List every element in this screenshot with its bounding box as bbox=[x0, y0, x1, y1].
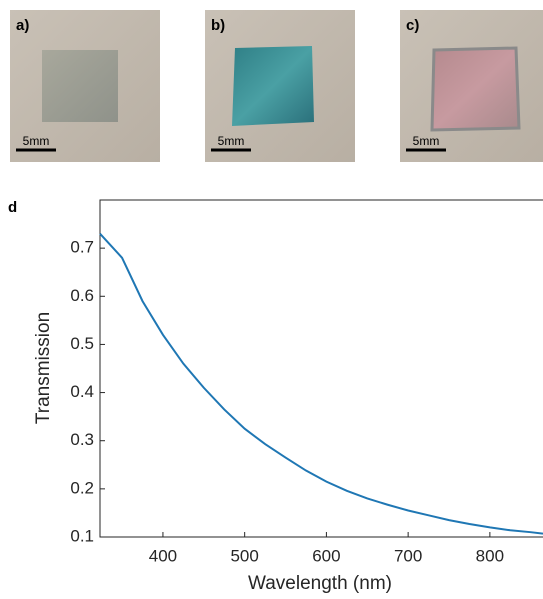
x-tick-label: 800 bbox=[476, 546, 504, 565]
y-tick-label: 0.3 bbox=[70, 430, 94, 449]
x-tick-label: 400 bbox=[149, 546, 177, 565]
y-tick-label: 0.2 bbox=[70, 478, 94, 497]
scale-label: 5mm bbox=[218, 134, 245, 148]
y-tick-label: 0.5 bbox=[70, 334, 94, 353]
panel-label: a) bbox=[16, 17, 29, 34]
y-tick-label: 0.6 bbox=[70, 286, 94, 305]
x-axis-label: Wavelength (nm) bbox=[248, 573, 392, 594]
sample bbox=[430, 46, 521, 132]
sample bbox=[232, 46, 314, 126]
y-tick-label: 0.4 bbox=[70, 382, 94, 401]
y-tick-label: 0.1 bbox=[70, 526, 94, 545]
photos: a) b) c) 5mm 5mm 5mm bbox=[10, 10, 543, 162]
x-tick-label: 600 bbox=[312, 546, 340, 565]
x-tick-label: 500 bbox=[230, 546, 258, 565]
panel-label: d bbox=[8, 199, 17, 216]
y-axis-label: Transmission bbox=[33, 312, 54, 424]
panel-label: b) bbox=[211, 17, 225, 34]
panel-label: c) bbox=[406, 17, 419, 34]
x-tick-label: 700 bbox=[394, 546, 422, 565]
plot-frame bbox=[99, 199, 543, 538]
scale-label: 5mm bbox=[23, 134, 50, 148]
y-tick-label: 0.7 bbox=[70, 238, 94, 257]
data-line bbox=[99, 233, 543, 535]
sample bbox=[42, 50, 118, 122]
scale-label: 5mm bbox=[413, 134, 440, 148]
